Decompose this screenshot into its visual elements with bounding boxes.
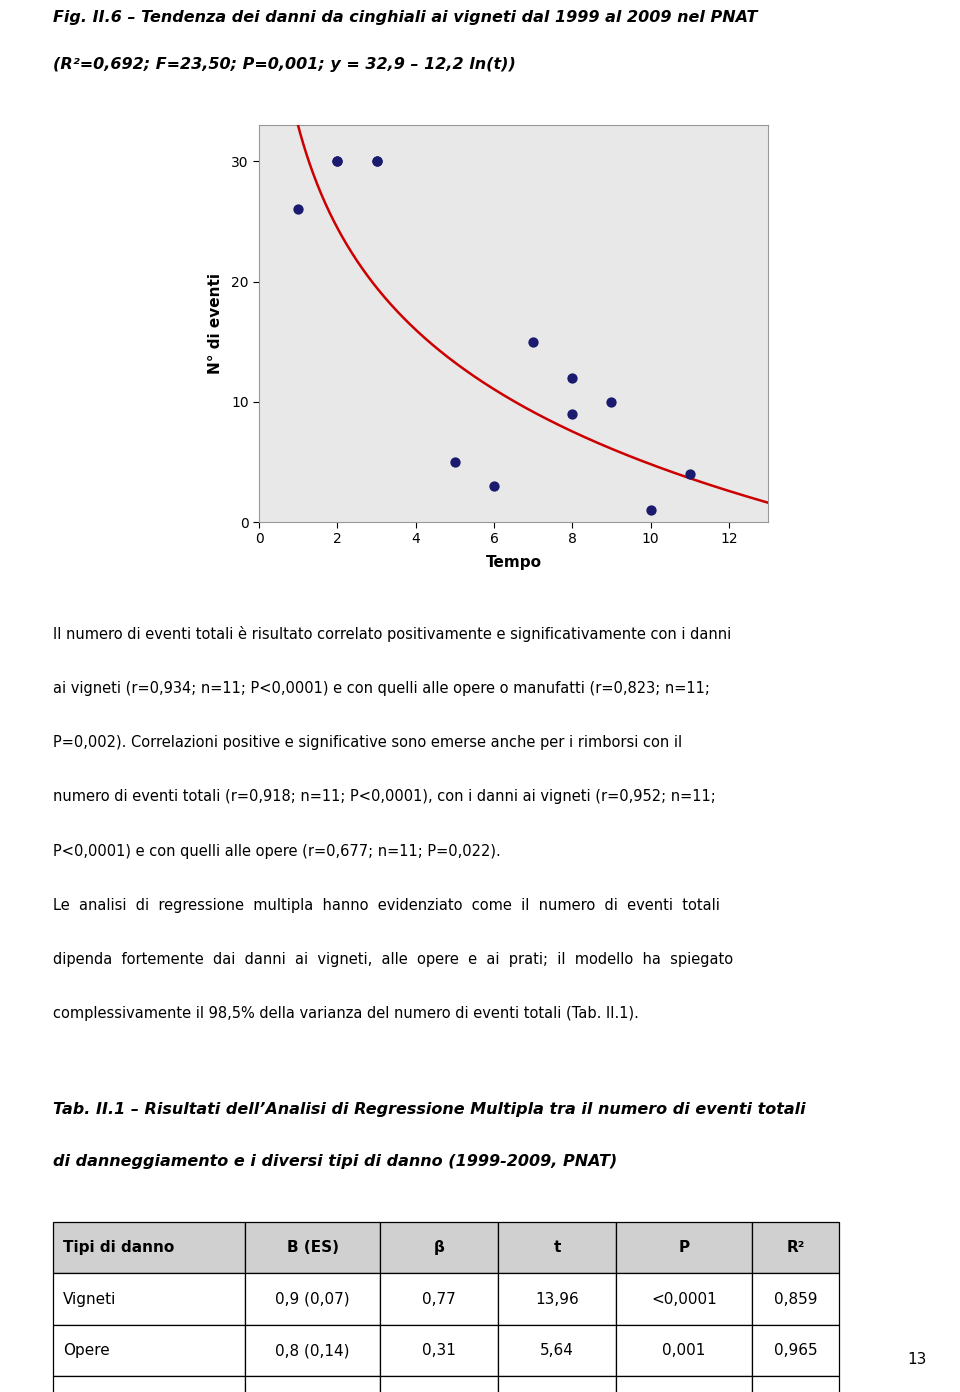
Point (330, 150, 346, 173)
Text: dipenda  fortemente  dai  danni  ai  vigneti,  alle  opere  e  ai  prati;  il  m: dipenda fortemente dai danni ai vigneti,… (53, 952, 732, 967)
Text: 0,001: 0,001 (662, 1343, 706, 1359)
Text: R²: R² (786, 1240, 804, 1256)
Bar (53, 1274, 245, 1325)
Text: 0,31: 0,31 (422, 1343, 456, 1359)
Text: di danneggiamento e i diversi tipi di danno (1999-2009, PNAT): di danneggiamento e i diversi tipi di da… (53, 1154, 617, 1169)
Bar (380, 1222, 498, 1274)
Bar (380, 1274, 498, 1325)
Text: ai vigneti (r=0,934; n=11; P<0,0001) e con quelli alle opere o manufatti (r=0,82: ai vigneti (r=0,934; n=11; P<0,0001) e c… (53, 681, 709, 696)
Bar (245, 1325, 380, 1377)
Point (643, 498, 659, 521)
Bar (616, 1274, 752, 1325)
Text: 5,64: 5,64 (540, 1343, 574, 1359)
Point (487, 475, 502, 497)
Point (369, 150, 384, 173)
Bar (498, 1325, 616, 1377)
Bar (53, 1377, 245, 1392)
Text: 0,859: 0,859 (774, 1292, 817, 1307)
Text: 13,96: 13,96 (536, 1292, 579, 1307)
Text: P<0,0001) e con quelli alle opere (r=0,677; n=11; P=0,022).: P<0,0001) e con quelli alle opere (r=0,6… (53, 844, 500, 859)
Bar (53, 1325, 245, 1377)
Bar (616, 1325, 752, 1377)
Text: complessivamente il 98,5% della varianza del numero di eventi totali (Tab. II.1): complessivamente il 98,5% della varianza… (53, 1006, 638, 1022)
Text: (R²=0,692; F=23,50; P=0,001; y = 32,9 – 12,2 ln(t)): (R²=0,692; F=23,50; P=0,001; y = 32,9 – … (53, 57, 516, 71)
Bar (498, 1377, 616, 1392)
Text: 0,8 (0,14): 0,8 (0,14) (276, 1343, 350, 1359)
Y-axis label: N° di eventi: N° di eventi (207, 273, 223, 374)
Point (330, 150, 346, 173)
Bar (245, 1222, 380, 1274)
Text: P: P (679, 1240, 689, 1256)
Point (369, 150, 384, 173)
Point (525, 330, 540, 352)
Text: 0,9 (0,07): 0,9 (0,07) (276, 1292, 350, 1307)
Text: B (ES): B (ES) (287, 1240, 339, 1256)
Point (291, 198, 306, 220)
Text: t: t (554, 1240, 561, 1256)
Text: Tab. II.1 – Risultati dell’Analisi di Regressione Multipla tra il numero di even: Tab. II.1 – Risultati dell’Analisi di Re… (53, 1102, 805, 1118)
Bar (380, 1377, 498, 1392)
Text: P=0,002). Correlazioni positive e significative sono emerse anche per i rimborsi: P=0,002). Correlazioni positive e signif… (53, 735, 682, 750)
Text: numero di eventi totali (r=0,918; n=11; P<0,0001), con i danni ai vigneti (r=0,9: numero di eventi totali (r=0,918; n=11; … (53, 789, 715, 805)
Bar (752, 1274, 839, 1325)
Bar (245, 1274, 380, 1325)
Bar (616, 1222, 752, 1274)
Point (564, 402, 580, 425)
Bar (245, 1377, 380, 1392)
Bar (752, 1325, 839, 1377)
Text: β: β (434, 1240, 444, 1256)
X-axis label: Tempo: Tempo (486, 555, 541, 569)
Bar (380, 1325, 498, 1377)
Bar (498, 1274, 616, 1325)
Point (564, 366, 580, 388)
Bar (616, 1377, 752, 1392)
Text: Le  analisi  di  regressione  multipla  hanno  evidenziato  come  il  numero  di: Le analisi di regressione multipla hanno… (53, 898, 720, 913)
Bar (498, 1222, 616, 1274)
Bar (752, 1377, 839, 1392)
Text: Fig. II.6 – Tendenza dei danni da cinghiali ai vigneti dal 1999 al 2009 nel PNAT: Fig. II.6 – Tendenza dei danni da cinghi… (53, 10, 757, 25)
Text: 0,965: 0,965 (774, 1343, 817, 1359)
Bar (53, 1222, 245, 1274)
Point (682, 462, 697, 484)
Text: 0,77: 0,77 (422, 1292, 456, 1307)
Bar (752, 1222, 839, 1274)
Point (447, 451, 463, 473)
Text: Tipi di danno: Tipi di danno (63, 1240, 175, 1256)
Text: 13: 13 (907, 1352, 926, 1367)
Text: Il numero di eventi totali è risultato correlato positivamente e significativame: Il numero di eventi totali è risultato c… (53, 626, 732, 642)
Text: Vigneti: Vigneti (63, 1292, 117, 1307)
Text: <0,0001: <0,0001 (651, 1292, 717, 1307)
Text: Opere: Opere (63, 1343, 110, 1359)
Point (604, 391, 619, 413)
